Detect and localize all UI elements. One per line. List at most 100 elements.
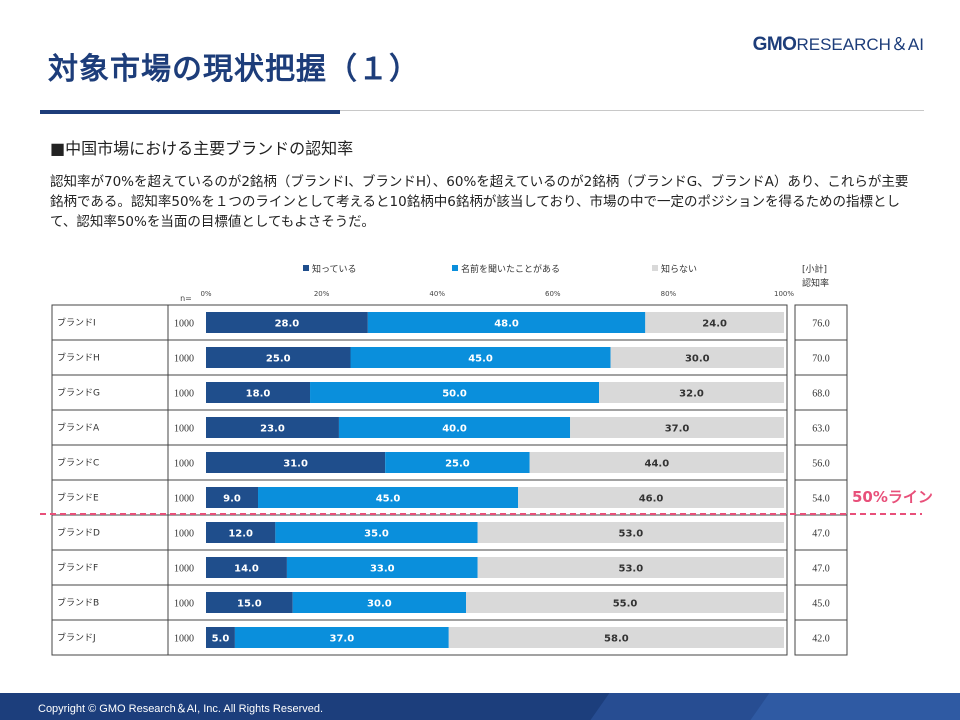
logo-brand: GMO [752, 34, 797, 55]
sample-size-value: 1000 [174, 354, 194, 365]
sample-size-value: 1000 [174, 564, 194, 575]
data-label: 28.0 [275, 319, 300, 330]
subtotal-value: 56.0 [812, 459, 830, 470]
data-label: 9.0 [223, 494, 241, 505]
bar-segment [286, 557, 478, 578]
bar-segment [466, 592, 784, 613]
sample-size-value: 1000 [174, 319, 194, 330]
data-label: 30.0 [685, 354, 710, 365]
bar-segment [338, 417, 571, 438]
brand-label: ブランドG [57, 387, 100, 399]
subtotal-value: 45.0 [812, 599, 830, 610]
fifty-percent-line-label: 50%ライン [852, 488, 933, 506]
bar-segment [206, 382, 311, 403]
bar-segment [350, 347, 611, 368]
subtotal-value: 68.0 [812, 389, 830, 400]
bar-segment [529, 452, 784, 473]
bar-segment [206, 452, 386, 473]
subtotal-header: 認知率 [802, 277, 829, 289]
subtotal-value: 47.0 [812, 564, 830, 575]
description-text: 認知率が70%を超えているのが2銘柄（ブランドI、ブランドH）、60%を超えてい… [50, 174, 909, 230]
brand-label: ブランドE [57, 492, 99, 504]
brand-label: ブランドF [57, 562, 98, 574]
subtotal-value: 76.0 [812, 319, 830, 330]
bar-segment [518, 487, 784, 508]
awareness-stacked-bar-chart: 知っている 名前を聞いたことがある 知らない [小計] 認知率 0% 20% 40% 60% 80… [40, 263, 933, 656]
data-label: 55.0 [613, 599, 638, 610]
bar-segment [275, 522, 478, 543]
sample-size-value: 1000 [174, 494, 194, 505]
sample-size-value: 1000 [174, 389, 194, 400]
brand-label: ブランドD [57, 527, 100, 539]
subtotal-value: 70.0 [812, 354, 830, 365]
page-title: 対象市場の現状把握（１） [48, 52, 420, 87]
footer-decoration [750, 693, 960, 720]
subtotal-value: 42.0 [812, 634, 830, 645]
data-label: 5.0 [212, 634, 230, 645]
data-label: 33.0 [370, 564, 395, 575]
data-label: 12.0 [228, 529, 253, 540]
bar-segment [292, 592, 467, 613]
copyright-text: Copyright © GMO Research＆AI, Inc. All Ri… [38, 703, 324, 715]
sample-size-value: 1000 [174, 424, 194, 435]
sample-size-value: 1000 [174, 459, 194, 470]
x-tick-label: 80% [661, 290, 677, 298]
subtotal-value: 63.0 [812, 424, 830, 435]
company-logo: GMORESEARCH＆AI [753, 30, 924, 56]
data-label: 48.0 [494, 319, 519, 330]
subtotal-header: [小計] [802, 263, 827, 275]
legend-label: 知っている [312, 263, 357, 275]
sample-size-value: 1000 [174, 529, 194, 540]
bar-segment [206, 347, 351, 368]
data-label: 15.0 [237, 599, 262, 610]
data-label: 46.0 [639, 494, 664, 505]
brand-label: ブランドB [57, 597, 99, 609]
data-label: 44.0 [644, 459, 669, 470]
bar-segment [206, 592, 293, 613]
bar-segment [206, 417, 339, 438]
x-tick-label: 0% [200, 290, 211, 298]
bar-segment [610, 347, 784, 368]
bar-segment [206, 557, 287, 578]
x-tick-label: 100% [774, 290, 794, 298]
data-label: 37.0 [329, 634, 354, 645]
bar-segment [448, 627, 784, 648]
logo-text: RESEARCH＆AI [796, 35, 924, 54]
legend-label: 知らない [661, 263, 697, 275]
data-label: 37.0 [665, 424, 690, 435]
header-accent-bar [40, 110, 340, 114]
bar-segment [645, 312, 784, 333]
n-header: n= [180, 294, 192, 303]
data-label: 40.0 [442, 424, 467, 435]
footer-bar: Copyright © GMO Research＆AI, Inc. All Ri… [0, 693, 960, 720]
data-label: 50.0 [442, 389, 467, 400]
data-label: 32.0 [679, 389, 704, 400]
header-divider [40, 110, 924, 111]
bar-segment [367, 312, 646, 333]
bar-segment [310, 382, 600, 403]
data-label: 25.0 [266, 354, 291, 365]
brand-label: ブランドC [57, 457, 99, 469]
bar-segment [206, 522, 276, 543]
data-label: 23.0 [260, 424, 285, 435]
sample-size-value: 1000 [174, 599, 194, 610]
bar-segment [206, 487, 259, 508]
brand-label: ブランドI [57, 317, 96, 329]
data-label: 35.0 [364, 529, 389, 540]
data-label: 45.0 [468, 354, 493, 365]
brand-label: ブランドA [57, 422, 100, 434]
bar-segment [206, 312, 368, 333]
legend-swatch [303, 265, 309, 271]
bar-segment [234, 627, 449, 648]
brand-label: ブランドH [57, 352, 100, 364]
x-tick-label: 20% [314, 290, 330, 298]
brand-label: ブランドJ [57, 632, 96, 644]
bar-segment [206, 627, 235, 648]
bar-segment [599, 382, 784, 403]
legend-label: 名前を聞いたことがある [461, 263, 560, 275]
data-label: 53.0 [618, 564, 643, 575]
data-label: 25.0 [445, 459, 470, 470]
sample-size-value: 1000 [174, 634, 194, 645]
subtotal-value: 54.0 [812, 494, 830, 505]
bar-segment [477, 557, 784, 578]
